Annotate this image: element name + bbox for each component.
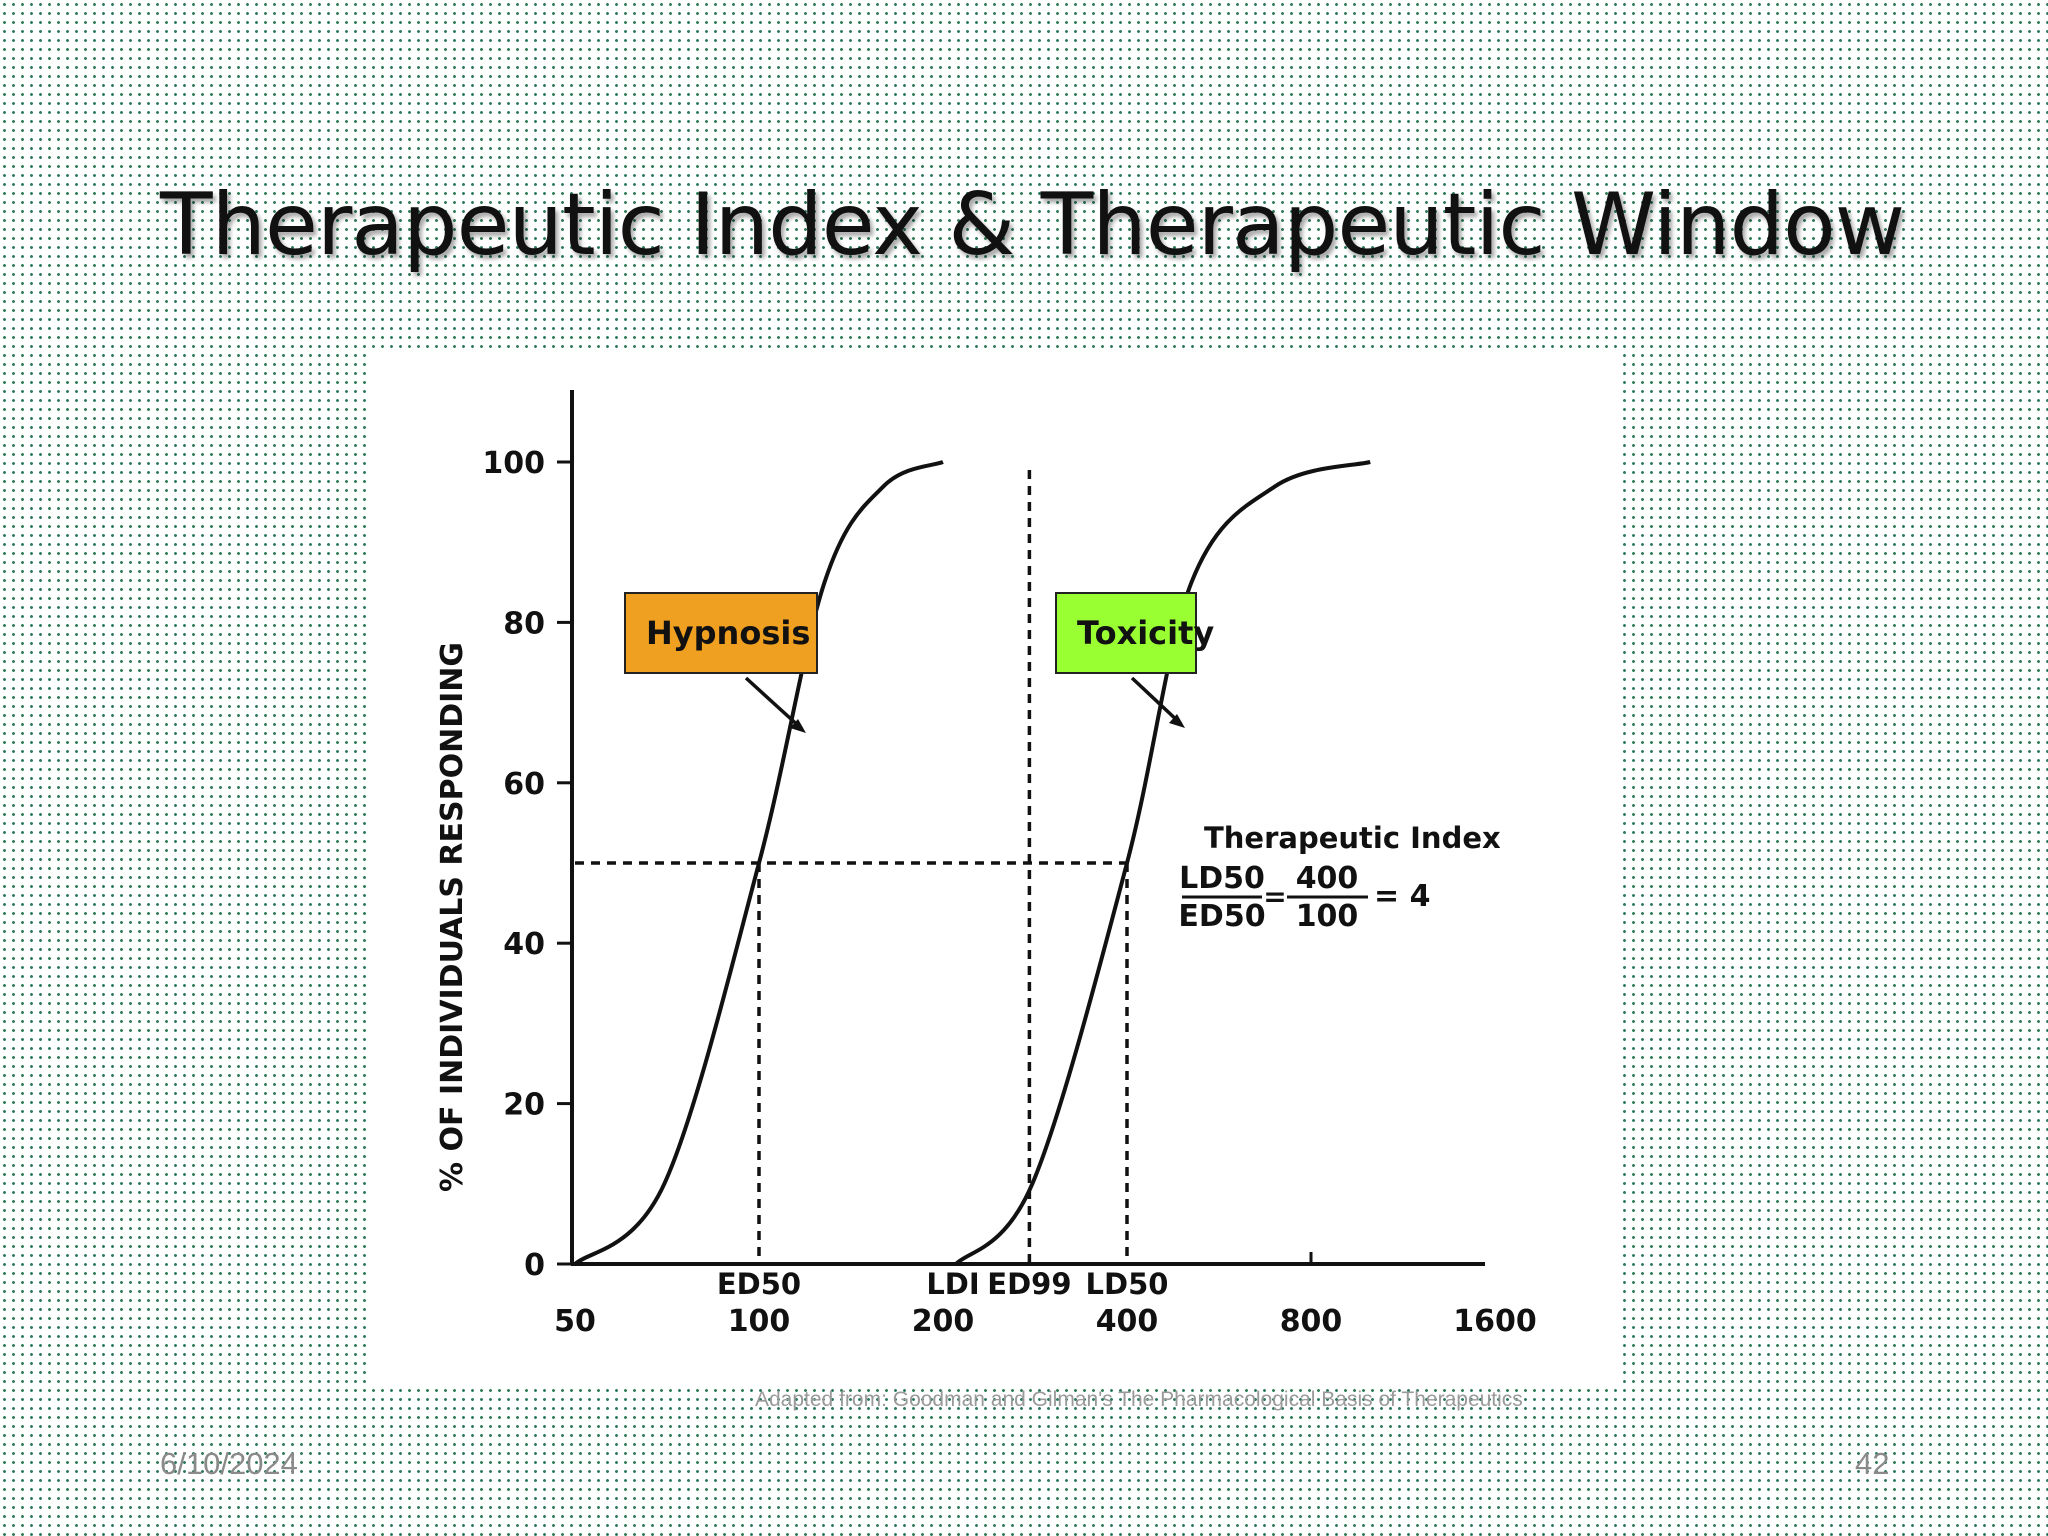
y-tick-label-20: 20 — [503, 1088, 545, 1123]
dose-response-chart: 0 20 40 60 80 100 50 100 200 400 800 1600 ED50 LDI ED9… — [435, 390, 1537, 1339]
toxicity-arrowhead — [1169, 714, 1185, 728]
chart-axes — [570, 390, 1485, 1266]
formula-numerator: LD50 — [1179, 861, 1265, 896]
formula-value-numerator: 400 — [1296, 861, 1359, 896]
x-tick-label-200: 200 — [912, 1304, 975, 1339]
hypnosis-callout: Hypnosis — [624, 592, 818, 674]
toxicity-callout: Toxicity — [1055, 592, 1214, 674]
series-line-hypnosis — [573, 460, 944, 1266]
formula-result: = 4 — [1374, 879, 1430, 914]
formula-equals: = — [1263, 880, 1286, 913]
toxicity-arrow — [1130, 676, 1183, 726]
slide-page-number: 42 — [1855, 1446, 1890, 1481]
x-annotation-ld50: LD50 — [1086, 1267, 1169, 1301]
y-tick-label-80: 80 — [503, 606, 545, 641]
y-axis-label: % OF INDIVIDUALS RESPONDING — [435, 642, 470, 1192]
source-citation: Adapted from: Goodman and Gilman's The P… — [755, 1388, 1523, 1411]
x-annotation-ed99: ED99 — [987, 1267, 1071, 1301]
hypnosis-arrow — [744, 676, 804, 731]
x-tick-label-50: 50 — [554, 1304, 596, 1339]
series-line-toxicity — [954, 460, 1371, 1266]
x-tick-label-800: 800 — [1280, 1304, 1343, 1339]
chart-ticks: 0 20 40 60 80 100 50 100 200 400 800 1600 ED50 LDI ED9… — [482, 446, 1536, 1339]
formula-denominator: ED50 — [1178, 899, 1265, 934]
formula-heading: Therapeutic Index — [1204, 821, 1501, 855]
x-tick-label-100: 100 — [728, 1304, 791, 1339]
hypnosis-arrowhead — [790, 719, 806, 733]
chart-figure: 0 20 40 60 80 100 50 100 200 400 800 1600 ED50 LDI ED9… — [370, 352, 1620, 1387]
reference-lines — [575, 470, 1129, 1264]
y-tick-label-100: 100 — [482, 446, 545, 481]
y-tick-label-40: 40 — [503, 927, 545, 962]
x-tick-label-400: 400 — [1096, 1304, 1159, 1339]
callout-arrows — [744, 676, 1185, 733]
x-annotation-ed50: ED50 — [717, 1267, 801, 1301]
slide-date: 6/10/2024 — [160, 1446, 298, 1481]
slide-title: Therapeutic Index & Therapeutic Window — [160, 175, 1905, 275]
x-annotation-ldi: LDI — [926, 1267, 979, 1301]
therapeutic-index-formula: Therapeutic Index LD50 ED50 = 400 100 = … — [1178, 821, 1501, 934]
chart-series — [573, 460, 1371, 1266]
y-tick-label-60: 60 — [503, 767, 545, 802]
formula-value-denominator: 100 — [1296, 899, 1359, 934]
y-tick-label-0: 0 — [524, 1248, 545, 1283]
x-tick-label-1600: 1600 — [1453, 1304, 1537, 1339]
